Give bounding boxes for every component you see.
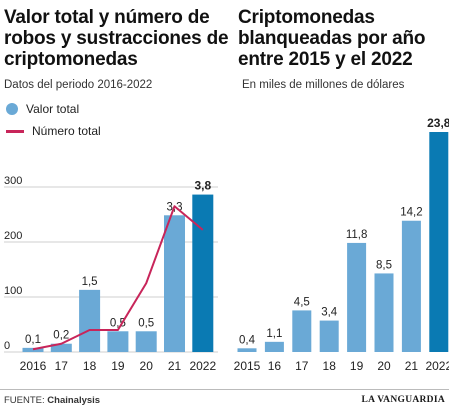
x-tick-label: 2022	[189, 359, 216, 373]
bar	[401, 220, 421, 352]
x-tick-label: 16	[268, 359, 282, 373]
data-label: 0,5	[138, 317, 154, 329]
x-tick-label: 21	[168, 359, 182, 373]
x-tick-label: 20	[140, 359, 154, 373]
data-label: 14,2	[400, 207, 422, 219]
right-chart-title: Criptomonedas blanqueadas por año entre …	[238, 7, 426, 70]
data-label: 8,5	[376, 259, 392, 271]
data-label: 0,4	[239, 334, 256, 346]
legend-dot-icon	[6, 103, 18, 115]
right-chart-subtitle: En miles de millones de dólares	[242, 79, 405, 91]
x-tick-label: 2015	[234, 359, 261, 373]
data-label: 1,1	[266, 328, 282, 340]
bar	[50, 343, 72, 352]
x-tick-label: 2022	[425, 359, 449, 373]
data-label: 1,5	[82, 276, 98, 288]
bar	[135, 331, 157, 352]
bar	[374, 273, 394, 352]
source-name: Chainalysis	[47, 395, 101, 406]
legend-item-valor-total: Valor total	[6, 102, 79, 116]
source-label: FUENTE:	[4, 395, 45, 406]
bar	[264, 341, 284, 352]
data-label: 0,5	[110, 317, 126, 329]
x-tick-label: 17	[295, 359, 309, 373]
x-tick-label: 19	[111, 359, 125, 373]
x-tick-label: 17	[55, 359, 69, 373]
bar	[237, 348, 257, 352]
y-tick-label: 0	[4, 340, 10, 352]
bar	[79, 289, 101, 352]
left-chart-title: Valor total y número de robos y sustracc…	[4, 7, 229, 70]
bar	[192, 194, 214, 352]
x-tick-label: 19	[350, 359, 364, 373]
data-label: 0,1	[25, 334, 41, 346]
legend-item-numero-total: Número total	[6, 124, 101, 138]
data-label: 23,8	[427, 116, 449, 130]
y-tick-label: 100	[4, 285, 22, 297]
line-series-numero-total	[32, 205, 204, 351]
footer-divider	[0, 389, 449, 390]
left-chart-subtitle: Datos del periodo 2016-2022	[4, 79, 153, 91]
bar	[319, 320, 339, 352]
legend-line-icon	[6, 129, 24, 133]
brand-logo: LA VANGUARDIA	[361, 395, 445, 405]
data-label: 11,8	[346, 229, 368, 241]
bar	[292, 310, 312, 352]
x-tick-label: 18	[323, 359, 337, 373]
x-tick-label: 21	[405, 359, 419, 373]
x-tick-label: 2016	[20, 359, 47, 373]
bar	[164, 215, 185, 352]
data-label: 0,2	[53, 330, 69, 342]
source-credit: FUENTE: Chainalysis	[4, 395, 100, 406]
bar	[22, 347, 44, 352]
charts-canvas: 01002003000,120160,2171,5180,5190,5203,3…	[4, 116, 449, 373]
data-label: 4,5	[294, 296, 310, 308]
y-tick-label: 300	[4, 175, 22, 187]
bar	[347, 242, 367, 352]
legend-label: Valor total	[26, 102, 80, 116]
x-tick-label: 18	[83, 359, 97, 373]
data-label: 3,8	[194, 179, 211, 193]
bar	[107, 331, 129, 352]
legend-label: Número total	[32, 124, 101, 138]
x-tick-label: 20	[377, 359, 391, 373]
data-label: 3,4	[321, 307, 338, 319]
bar	[429, 132, 449, 352]
y-tick-label: 200	[4, 230, 22, 242]
